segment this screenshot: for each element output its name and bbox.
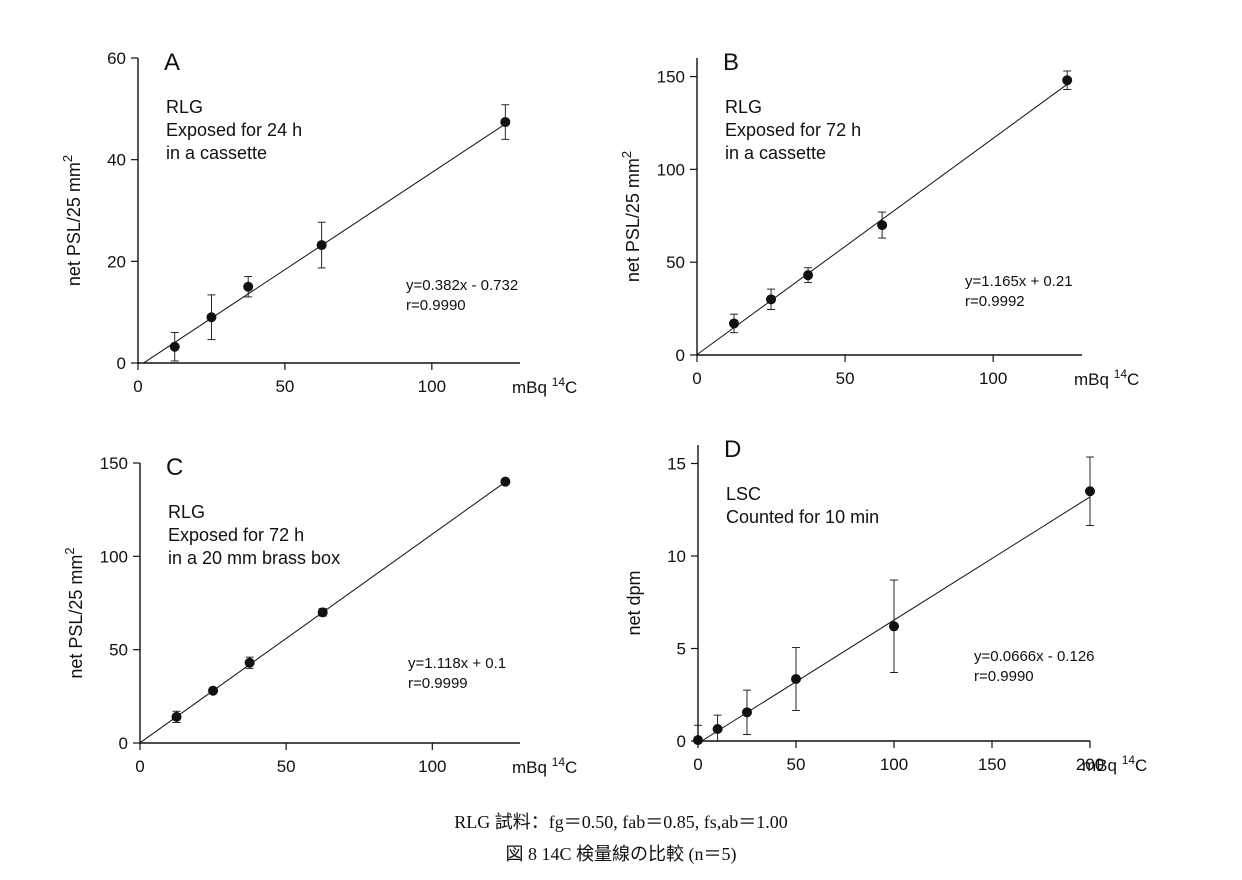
- x-axis-label: mBq 14C: [1082, 753, 1147, 775]
- panel-annotation-line: in a cassette: [725, 143, 826, 163]
- x-tick-label: 50: [275, 377, 294, 396]
- data-point: [1062, 75, 1073, 86]
- y-tick-label: 100: [100, 547, 128, 566]
- x-tick-label: 150: [978, 755, 1006, 774]
- panel-letter: C: [166, 454, 183, 481]
- y-tick-label: 5: [677, 640, 686, 659]
- data-point: [500, 476, 511, 487]
- data-point: [244, 657, 255, 668]
- x-tick-label: 50: [787, 755, 806, 774]
- y-tick-label: 0: [676, 346, 685, 365]
- panel-annotation-line: Exposed for 72 h: [725, 120, 861, 140]
- y-tick-label: 0: [677, 732, 686, 751]
- panel-annotation-line: Exposed for 72 h: [168, 525, 304, 545]
- data-point: [208, 685, 219, 696]
- panel-annotation-line: RLG: [725, 97, 762, 117]
- caption-figure-title: 図 8 14C 検量線の比較 (n＝5): [505, 844, 737, 864]
- x-tick-label: 100: [418, 377, 446, 396]
- x-tick-label: 100: [418, 757, 446, 776]
- fit-line: [701, 496, 1091, 742]
- x-tick-label: 100: [979, 369, 1007, 388]
- y-tick-label: 150: [657, 68, 685, 87]
- x-tick-label: 0: [135, 757, 144, 776]
- panel-a: 0 20 40 60 0 50 100 mBq 14C net PSL/25 mm2 A RLG Ex…: [60, 49, 577, 397]
- panel-b: 0 50 100 150 0 50 100 mBq 14C net PSL/25 mm2 B RLG…: [619, 49, 1139, 389]
- data-point: [1085, 486, 1095, 497]
- y-tick-label: 20: [107, 252, 126, 271]
- y-tick-label: 50: [666, 253, 685, 272]
- data-point: [317, 607, 328, 618]
- fit-equation-text: y=1.165x + 0.21: [965, 273, 1073, 290]
- fit-equation-text: r=0.9992: [965, 293, 1025, 310]
- panel-annotation-line: in a cassette: [166, 143, 267, 163]
- data-point: [729, 318, 740, 329]
- x-tick-label: 100: [880, 755, 908, 774]
- panel-annotation-line: RLG: [166, 97, 203, 117]
- panel-letter: D: [724, 436, 741, 463]
- y-tick-label: 0: [117, 354, 126, 373]
- y-axis-label: net PSL/25 mm2: [62, 547, 86, 678]
- data-point: [243, 281, 254, 292]
- y-tick-label: 150: [100, 454, 128, 473]
- panel-annotation-line: Counted for 10 min: [726, 507, 879, 527]
- y-axis-label: net PSL/25 mm2: [60, 155, 84, 286]
- data-point: [766, 294, 777, 305]
- panel-letter: A: [164, 49, 180, 76]
- fit-equation-text: r=0.9999: [408, 675, 468, 692]
- data-point: [877, 220, 888, 231]
- data-point: [316, 240, 327, 251]
- fit-equation-text: y=1.118x + 0.1: [408, 655, 506, 672]
- caption-sample-factors: RLG 試料：fg＝0.50, fab＝0.85, fs,ab＝1.00: [454, 812, 788, 832]
- data-point: [791, 674, 801, 685]
- x-axis-label: mBq 14C: [1074, 367, 1139, 389]
- x-tick-label: 0: [692, 369, 701, 388]
- y-tick-label: 100: [657, 160, 685, 179]
- data-point: [889, 621, 899, 632]
- data-point: [169, 341, 180, 352]
- data-point: [712, 723, 723, 734]
- fit-equation-text: r=0.9990: [974, 668, 1034, 685]
- panel-c: 0 50 100 150 0 50 100 mBq 14C net PSL/25 mm2 C RLG…: [62, 454, 577, 777]
- fit-equation-text: y=0.382x - 0.732: [406, 277, 518, 294]
- data-point: [500, 117, 511, 128]
- x-tick-label: 0: [693, 755, 702, 774]
- panel-annotation-line: LSC: [726, 484, 761, 504]
- fit-equation-text: r=0.9990: [406, 297, 466, 314]
- y-tick-label: 0: [119, 734, 128, 753]
- x-axis-label: mBq 14C: [512, 755, 577, 777]
- panel-annotation-line: Exposed for 24 h: [166, 120, 302, 140]
- x-axis-label: mBq 14C: [512, 375, 577, 397]
- x-tick-label: 0: [133, 377, 142, 396]
- x-tick-label: 200: [1076, 755, 1104, 774]
- fit-equation-text: y=0.0666x - 0.126: [974, 648, 1095, 665]
- data-point: [803, 270, 814, 281]
- data-point: [742, 707, 752, 718]
- panel-annotation-line: RLG: [168, 502, 205, 522]
- y-tick-label: 40: [107, 151, 126, 170]
- y-tick-label: 50: [109, 641, 128, 660]
- panel-letter: B: [723, 49, 739, 76]
- data-point: [171, 711, 182, 722]
- panel-annotation-line: in a 20 mm brass box: [168, 548, 340, 568]
- x-tick-label: 50: [836, 369, 855, 388]
- y-axis-label: net dpm: [624, 570, 644, 635]
- y-tick-label: 15: [667, 455, 686, 474]
- x-tick-label: 50: [277, 757, 296, 776]
- y-axis-label: net PSL/25 mm2: [619, 151, 643, 282]
- data-point: [693, 735, 703, 746]
- data-point: [206, 312, 217, 323]
- y-tick-label: 10: [667, 547, 686, 566]
- y-tick-label: 60: [107, 49, 126, 68]
